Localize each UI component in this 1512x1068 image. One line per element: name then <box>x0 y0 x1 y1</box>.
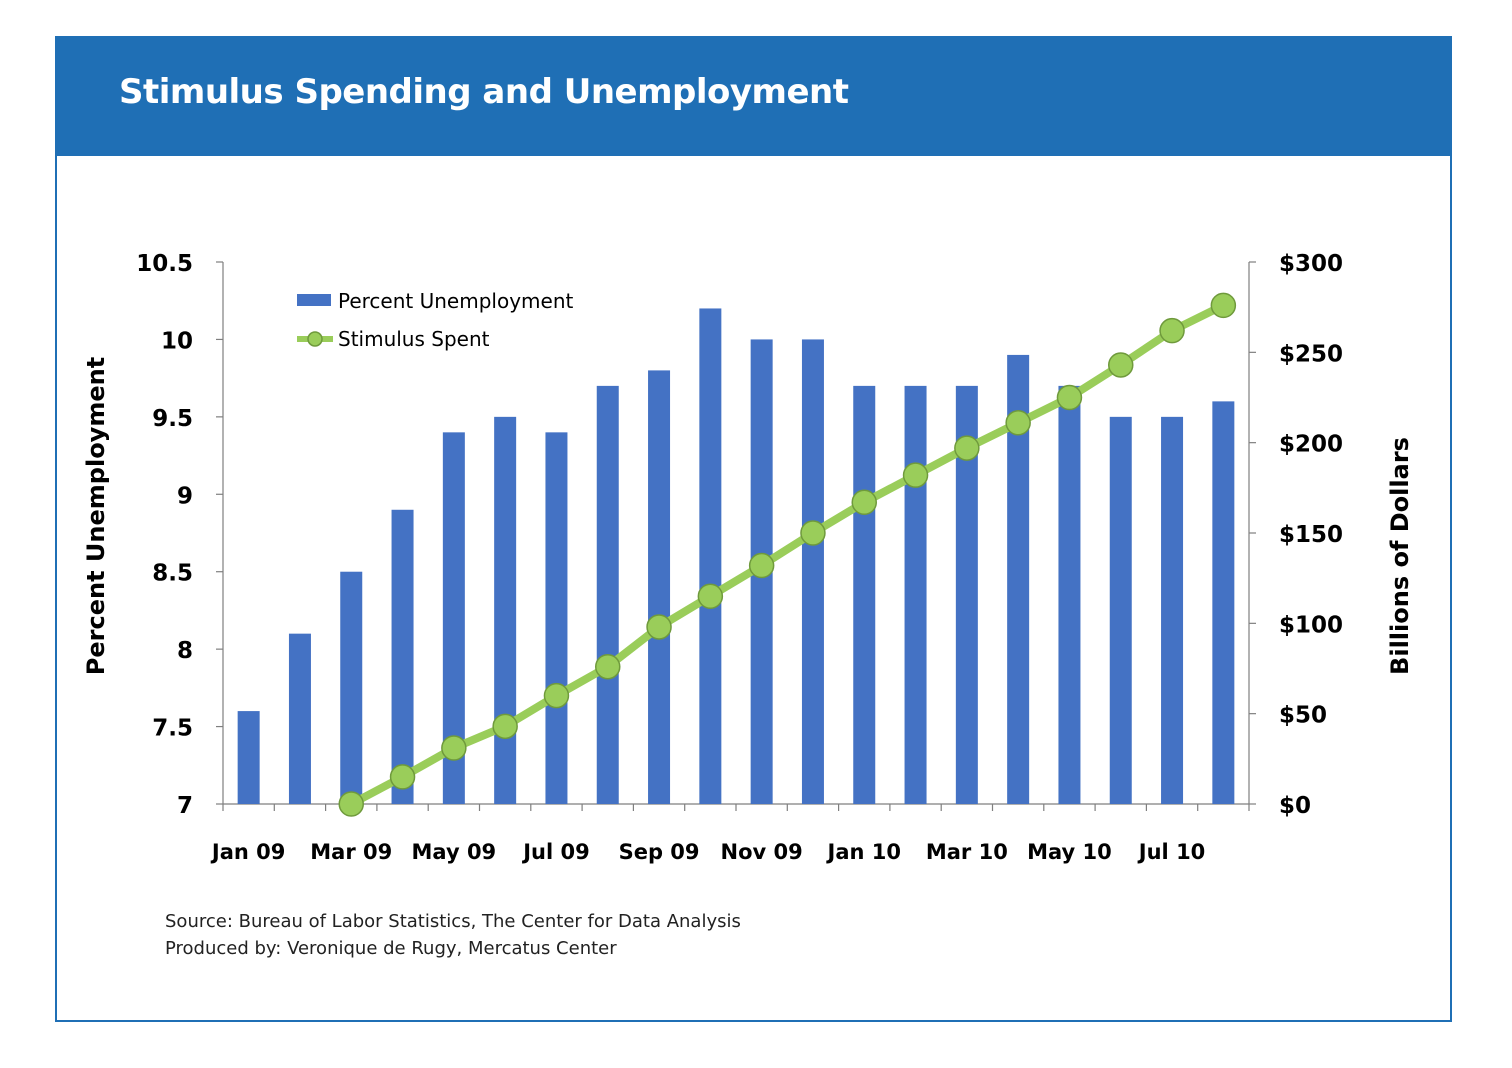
line-point <box>1108 352 1134 378</box>
bar-series <box>237 308 1235 804</box>
line-point <box>646 614 672 640</box>
line-point <box>800 520 826 546</box>
bar <box>596 385 619 804</box>
y-right-tick-label: $0 <box>1279 793 1311 819</box>
bar <box>904 385 927 804</box>
header-banner: Stimulus Spending and Unemployment <box>57 38 1450 156</box>
source-line: Source: Bureau of Labor Statistics, The … <box>165 911 741 932</box>
y-left-tick-label: 8 <box>177 638 193 664</box>
x-tick-label: Jul 10 <box>1137 840 1206 864</box>
x-tick-label: May 10 <box>1027 840 1112 864</box>
chart-title: Stimulus Spending and Unemployment <box>119 72 849 112</box>
y-left-tick-label: 7 <box>177 793 193 819</box>
line-point <box>851 489 877 516</box>
bar <box>237 711 260 804</box>
bar <box>955 385 978 804</box>
produced-line: Produced by: Veronique de Rugy, Mercatus… <box>165 938 617 959</box>
line-point <box>1159 317 1185 344</box>
bar <box>1109 416 1132 804</box>
legend-swatch-bar <box>297 294 331 306</box>
y-right-tick-label: $300 <box>1279 251 1343 277</box>
x-tick-label: Jan 09 <box>210 840 285 864</box>
bar <box>494 416 517 804</box>
x-tick-label: Mar 09 <box>310 840 392 864</box>
bar <box>288 633 311 804</box>
y-left-tick-label: 10 <box>161 328 193 354</box>
y-right-tick-label: $150 <box>1279 522 1343 548</box>
x-tick-label: Mar 10 <box>926 840 1008 864</box>
line-point <box>441 735 467 761</box>
line-point <box>1210 292 1237 319</box>
bar <box>1161 416 1184 804</box>
line-point <box>697 583 724 609</box>
legend-swatch-marker <box>307 331 323 347</box>
y-right-tick-label: $200 <box>1279 432 1343 458</box>
line-point <box>543 682 570 709</box>
legend-label-line: Stimulus Spent <box>338 327 490 351</box>
y-left-tick-label: 7.5 <box>152 716 193 742</box>
line-point <box>954 435 980 461</box>
bar <box>545 432 568 804</box>
y-right-tick-label: $50 <box>1279 703 1327 729</box>
bar <box>340 571 363 804</box>
y-left-tick-label: 10.5 <box>136 251 193 277</box>
x-tick-label: May 09 <box>412 840 497 864</box>
bar <box>801 339 824 804</box>
line-point <box>338 791 364 817</box>
legend: Percent Unemployment Stimulus Spent <box>297 289 574 351</box>
line-point <box>595 653 621 680</box>
line-point <box>902 462 929 488</box>
line-series <box>338 292 1237 817</box>
x-tick-label: Jul 09 <box>521 840 590 864</box>
bar <box>391 509 414 804</box>
x-tick-label: Jan 10 <box>826 840 901 864</box>
source-note: Source: Bureau of Labor Statistics, The … <box>165 908 741 962</box>
bar <box>699 308 722 804</box>
y-left-axis-title: Percent Unemployment <box>82 357 110 675</box>
line-point <box>389 764 416 790</box>
y-right-tick-label: $100 <box>1279 612 1343 638</box>
bar <box>853 385 876 804</box>
line-point <box>1005 410 1031 436</box>
y-left-tick-label: 9 <box>177 483 193 509</box>
y-left-tick-label: 8.5 <box>152 561 193 587</box>
line-point <box>492 713 518 740</box>
bar <box>1212 401 1235 804</box>
stimulus-line <box>347 301 1228 808</box>
y-right-axis-title: Billions of Dollars <box>1386 437 1414 675</box>
bar <box>442 432 465 804</box>
bar <box>1058 385 1081 804</box>
line-point <box>748 552 775 579</box>
x-tick-label: Sep 09 <box>619 840 700 864</box>
y-right-tick-label: $250 <box>1279 341 1343 367</box>
legend-label-bar: Percent Unemployment <box>338 289 574 313</box>
y-left-tick-label: 9.5 <box>152 406 193 432</box>
bar <box>1007 354 1030 804</box>
line-point <box>1056 384 1083 411</box>
x-tick-label: Nov 09 <box>721 840 803 864</box>
bar <box>648 370 671 804</box>
